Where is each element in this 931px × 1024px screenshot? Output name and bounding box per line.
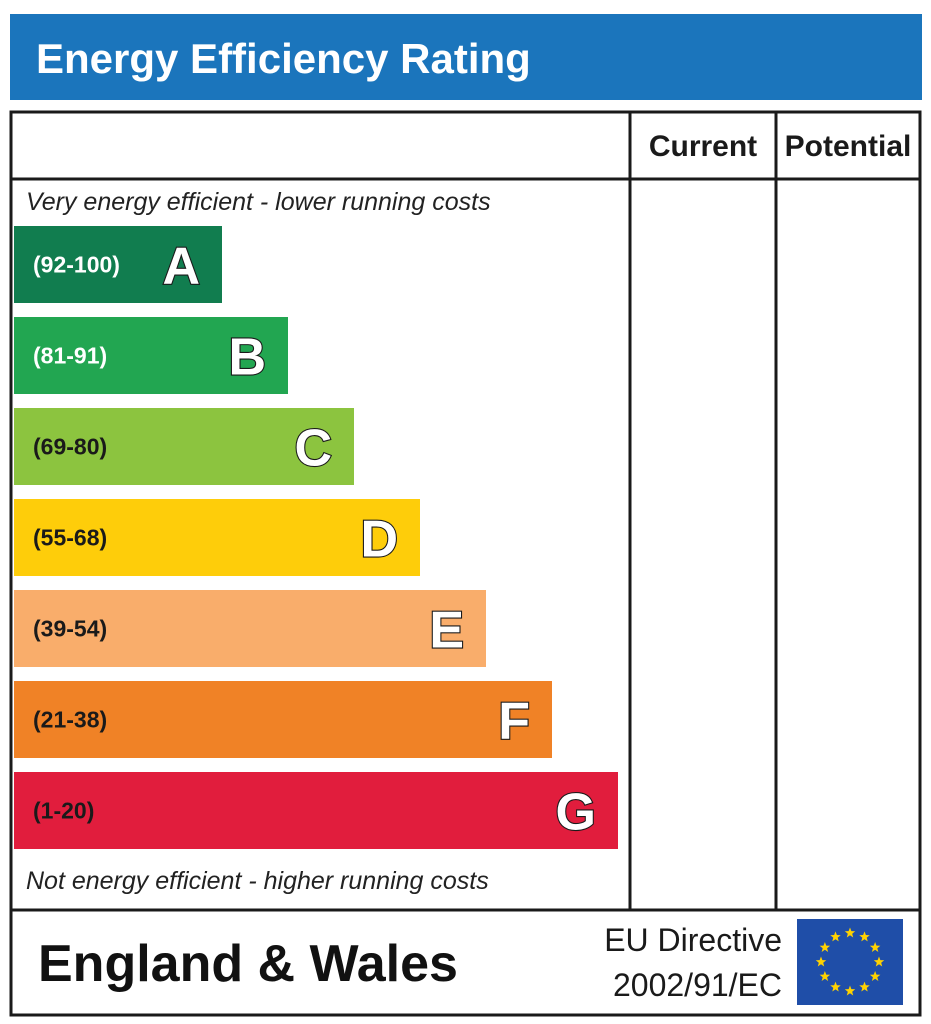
table-frame [9,110,922,1017]
band-bar-f [14,681,552,758]
band-letter-e: E [429,602,464,660]
band-bar-c [14,408,354,485]
band-range-e: (39-54) [33,616,107,642]
directive-line-2: 2002/91/EC [613,967,782,1003]
eu-star [869,942,881,952]
eu-star [873,956,885,967]
chart-title: Energy Efficiency Rating [36,35,531,82]
band-range-g: (1-20) [33,798,94,824]
band-range-f: (21-38) [33,707,107,733]
band-g: (1-20) G [14,772,618,849]
band-f: (21-38) F [14,681,552,758]
bottom-note: Not energy efficient - higher running co… [26,867,489,895]
eu-star [859,981,870,992]
band-b: (81-91) B [14,317,288,394]
band-letter-a: A [162,238,200,296]
rating-bands: (92-100) A (81-91) B (69-80) C (55-68) D (39-54)… [14,226,618,849]
band-e: (39-54) E [14,590,486,667]
band-c: (69-80) C [14,408,354,485]
eu-star [844,985,856,996]
band-letter-d: D [360,511,398,569]
band-d: (55-68) D [14,499,420,576]
eu-flag-icon [797,919,903,1005]
band-range-a: (92-100) [33,252,120,278]
directive-line-1: EU Directive [604,922,782,958]
eu-star [815,956,827,967]
band-letter-c: C [294,420,332,478]
band-range-d: (55-68) [33,525,107,551]
eu-star [830,931,841,942]
eu-star [859,931,870,942]
eu-star [844,927,856,938]
region-label: England & Wales [38,935,458,993]
top-note: Very energy efficient - lower running co… [26,188,491,216]
band-bar-d [14,499,420,576]
title-banner [10,14,922,100]
band-bar-g [14,772,618,849]
eu-star [869,971,881,981]
band-letter-g: G [556,784,596,842]
band-bar-a [14,226,222,303]
eu-flag-stars [815,927,885,996]
band-letter-b: B [228,329,266,387]
band-bar-e [14,590,486,667]
band-letter-f: F [498,693,530,751]
eu-star [830,981,841,992]
eu-star [819,971,831,981]
band-bar-b [14,317,288,394]
band-range-c: (69-80) [33,434,107,460]
column-header-current: Current [649,130,757,163]
band-a: (92-100) A [14,226,222,303]
band-range-b: (81-91) [33,343,107,369]
column-header-potential: Potential [785,130,912,163]
eu-star [819,942,831,952]
